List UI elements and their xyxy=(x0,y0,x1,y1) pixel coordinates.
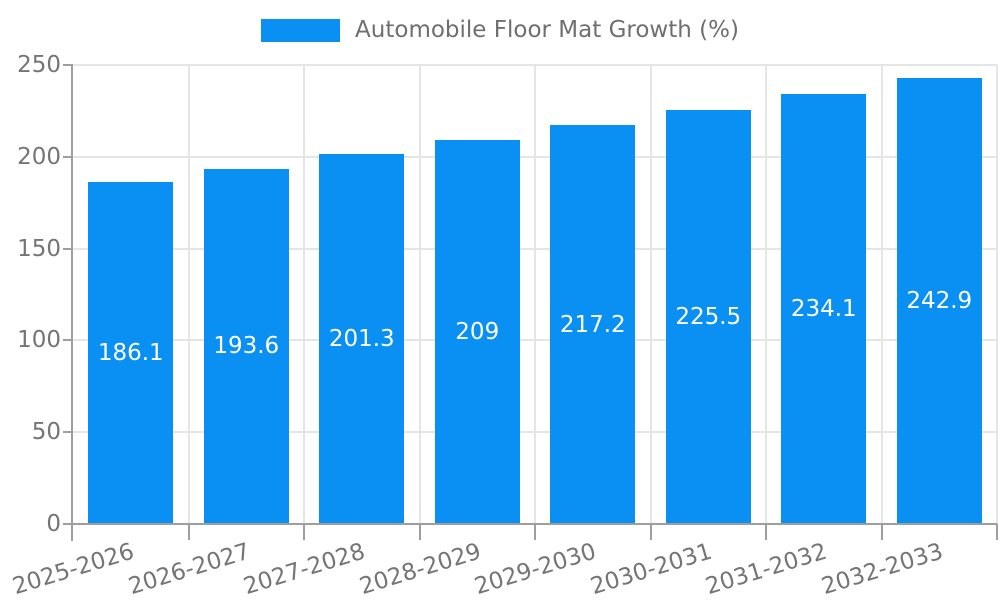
bar-value-label: 186.1 xyxy=(97,340,164,367)
x-axis-tick-label: 2029-2030 xyxy=(472,538,600,600)
bar xyxy=(665,109,751,523)
legend-swatch xyxy=(261,19,341,42)
legend: Automobile Floor Mat Growth (%) xyxy=(0,17,1000,44)
x-axis-tick-label: 2028-2029 xyxy=(356,538,485,600)
bar xyxy=(550,125,636,523)
x-axis-tick-label: 2032-2033 xyxy=(818,538,947,600)
gridline-vertical xyxy=(534,65,536,524)
x-axis-tick-label: 2031-2032 xyxy=(703,538,831,600)
y-axis-tick-label: 50 xyxy=(31,419,61,446)
y-axis-tick xyxy=(63,523,73,525)
gridline-vertical xyxy=(303,65,305,524)
x-axis-tick-label: 2030-2031 xyxy=(587,538,716,600)
bar-value-label: 209 xyxy=(455,319,500,346)
gridline-vertical xyxy=(996,65,998,524)
bar-value-label: 201.3 xyxy=(328,326,395,353)
x-axis-tick-label: 2026-2027 xyxy=(125,538,254,600)
y-axis-line xyxy=(71,65,73,541)
y-axis-tick-label: 150 xyxy=(17,235,61,262)
y-axis-tick-label: 0 xyxy=(46,511,61,537)
bar-value-label: 217.2 xyxy=(559,311,626,338)
x-axis-tick xyxy=(880,524,883,540)
gridline-vertical xyxy=(880,65,883,524)
gridline-vertical xyxy=(418,65,421,524)
gridline-vertical xyxy=(765,65,767,524)
x-axis-tick xyxy=(187,524,190,540)
gridline-vertical xyxy=(187,65,190,524)
x-axis-tick xyxy=(649,524,652,540)
bar xyxy=(88,182,174,523)
x-axis-tick xyxy=(418,524,421,540)
y-axis-tick xyxy=(63,431,73,434)
bar-value-label: 242.9 xyxy=(906,288,973,315)
bar xyxy=(781,94,867,523)
legend-label: Automobile Floor Mat Growth (%) xyxy=(355,17,739,43)
y-axis-tick xyxy=(63,155,73,158)
bar xyxy=(434,140,520,523)
y-axis-tick xyxy=(63,247,73,250)
bar-value-label: 225.5 xyxy=(675,303,742,330)
x-axis-tick xyxy=(303,524,305,540)
bar-value-label: 193.6 xyxy=(213,333,280,360)
y-axis-tick-label: 250 xyxy=(17,52,61,78)
y-axis-tick xyxy=(63,339,73,342)
bar xyxy=(319,154,405,523)
x-axis-tick xyxy=(765,524,767,540)
x-axis-tick-label: 2027-2028 xyxy=(241,538,369,600)
x-axis-tick xyxy=(996,524,998,540)
y-axis-tick-label: 100 xyxy=(17,327,61,354)
bar xyxy=(203,168,289,523)
bar xyxy=(896,78,982,523)
y-axis-tick xyxy=(63,64,73,66)
bar-value-label: 234.1 xyxy=(790,296,857,323)
x-axis-tick-label: 2025-2026 xyxy=(10,538,138,600)
x-axis-tick xyxy=(534,524,536,540)
y-axis-tick-label: 200 xyxy=(17,143,61,170)
gridline-vertical xyxy=(649,65,652,524)
